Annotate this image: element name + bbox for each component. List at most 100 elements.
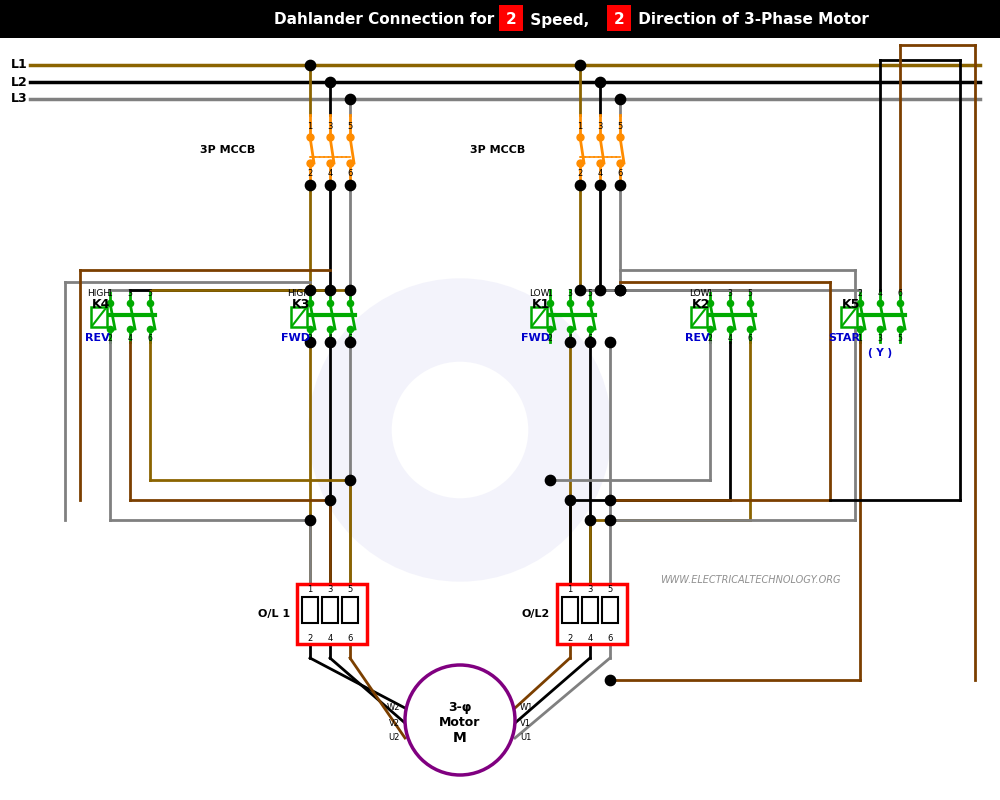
- Point: [592, 130, 608, 143]
- Point: [892, 297, 908, 310]
- FancyBboxPatch shape: [531, 307, 547, 327]
- Text: 6: 6: [588, 334, 592, 343]
- FancyBboxPatch shape: [291, 307, 307, 327]
- Text: 6: 6: [748, 334, 752, 343]
- Text: K1: K1: [532, 298, 550, 311]
- Text: 1: 1: [548, 289, 552, 298]
- Point: [322, 157, 338, 170]
- Text: Motor: Motor: [439, 717, 481, 730]
- Point: [702, 297, 718, 310]
- Point: [852, 297, 868, 310]
- Point: [592, 157, 608, 170]
- Point: [322, 297, 338, 310]
- Text: 3: 3: [568, 289, 572, 298]
- Text: 3: 3: [728, 289, 732, 298]
- Point: [722, 322, 738, 335]
- Text: 5: 5: [607, 585, 613, 594]
- Text: HIGH: HIGH: [87, 289, 110, 298]
- Point: [542, 474, 558, 486]
- Text: 3-φ: 3-φ: [448, 702, 472, 714]
- Circle shape: [405, 665, 515, 775]
- Text: 4: 4: [878, 289, 882, 298]
- Text: STAR: STAR: [828, 333, 860, 343]
- Point: [342, 178, 358, 191]
- Text: 5: 5: [898, 334, 902, 343]
- Point: [342, 93, 358, 106]
- Text: 2: 2: [708, 334, 712, 343]
- Point: [322, 178, 338, 191]
- Text: V1: V1: [520, 718, 531, 727]
- Text: 2: 2: [506, 13, 516, 27]
- Text: 1: 1: [708, 289, 712, 298]
- Text: 6: 6: [607, 634, 613, 643]
- Text: REV: REV: [685, 333, 710, 343]
- Point: [302, 336, 318, 349]
- Text: 5: 5: [148, 289, 152, 298]
- Point: [562, 336, 578, 349]
- Text: 6: 6: [347, 169, 353, 178]
- Point: [612, 157, 628, 170]
- Point: [322, 494, 338, 506]
- Point: [572, 178, 588, 191]
- Point: [602, 514, 618, 526]
- FancyBboxPatch shape: [302, 597, 318, 623]
- FancyBboxPatch shape: [322, 597, 338, 623]
- Point: [612, 283, 628, 296]
- Point: [612, 93, 628, 106]
- Text: 3: 3: [327, 122, 333, 131]
- Text: HIGH: HIGH: [287, 289, 310, 298]
- Point: [592, 283, 608, 296]
- Text: O/L 1: O/L 1: [258, 609, 290, 619]
- Text: 3: 3: [878, 334, 882, 343]
- Point: [702, 322, 718, 335]
- Text: 3: 3: [328, 289, 332, 298]
- Point: [102, 322, 118, 335]
- Text: K4: K4: [92, 298, 110, 311]
- Point: [562, 494, 578, 506]
- Point: [342, 283, 358, 296]
- Text: 4: 4: [568, 334, 572, 343]
- Text: 4: 4: [327, 169, 333, 178]
- Point: [142, 297, 158, 310]
- Text: 5: 5: [348, 289, 352, 298]
- Point: [342, 322, 358, 335]
- Text: U2: U2: [389, 734, 400, 742]
- Point: [742, 322, 758, 335]
- Text: O/L2: O/L2: [522, 609, 550, 619]
- Text: 3: 3: [327, 585, 333, 594]
- FancyBboxPatch shape: [562, 597, 578, 623]
- FancyBboxPatch shape: [557, 584, 627, 644]
- Point: [602, 494, 618, 506]
- Text: 5: 5: [347, 122, 353, 131]
- FancyBboxPatch shape: [0, 0, 1000, 38]
- Point: [562, 297, 578, 310]
- Point: [592, 178, 608, 191]
- Text: Direction of 3-Phase Motor: Direction of 3-Phase Motor: [633, 13, 869, 27]
- Text: 1: 1: [308, 289, 312, 298]
- FancyBboxPatch shape: [607, 5, 631, 31]
- Text: ( Y ): ( Y ): [868, 348, 892, 358]
- Text: 4: 4: [728, 334, 732, 343]
- Point: [342, 336, 358, 349]
- Point: [572, 58, 588, 71]
- Text: LOW: LOW: [690, 289, 710, 298]
- Point: [302, 322, 318, 335]
- FancyBboxPatch shape: [297, 584, 367, 644]
- Point: [322, 283, 338, 296]
- Text: U1: U1: [520, 734, 531, 742]
- Text: 1: 1: [108, 289, 112, 298]
- Point: [302, 58, 318, 71]
- Text: 6: 6: [617, 169, 623, 178]
- Text: M: M: [453, 731, 467, 745]
- Point: [582, 514, 598, 526]
- Text: 5: 5: [748, 289, 752, 298]
- Point: [892, 322, 908, 335]
- Text: 2: 2: [858, 289, 862, 298]
- Point: [572, 157, 588, 170]
- Point: [582, 322, 598, 335]
- Text: 3: 3: [128, 289, 132, 298]
- Text: Speed,: Speed,: [525, 13, 594, 27]
- Text: 2: 2: [614, 13, 624, 27]
- Point: [142, 322, 158, 335]
- Text: 1: 1: [307, 585, 313, 594]
